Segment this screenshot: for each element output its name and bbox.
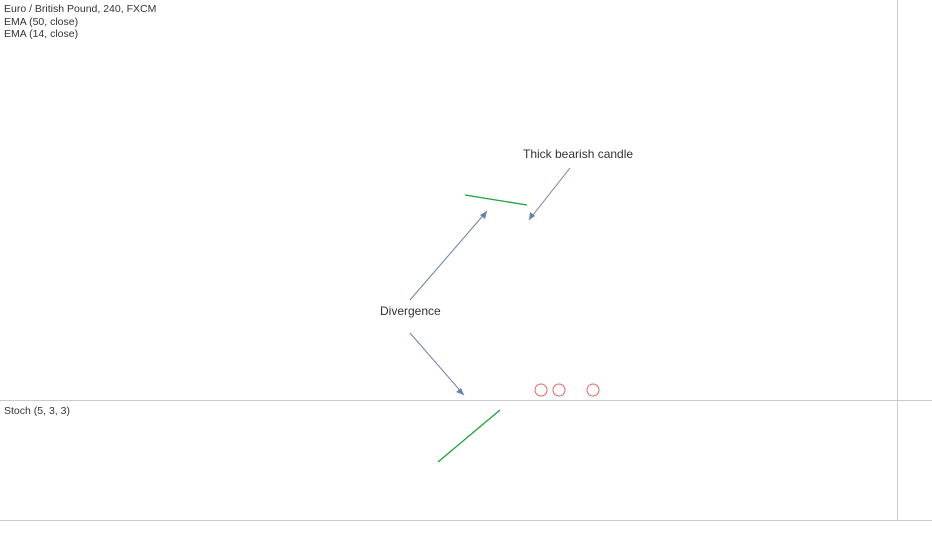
legend-entry: EMA (50, close) xyxy=(4,16,78,28)
symbol-title: Euro / British Pound, 240, FXCM xyxy=(4,3,156,15)
arrow xyxy=(409,210,488,301)
annotation: Thick bearish candle xyxy=(523,147,633,161)
annotation: Divergence xyxy=(380,304,441,318)
trend-line xyxy=(437,409,501,463)
drawings xyxy=(409,167,600,463)
event-icon[interactable] xyxy=(552,383,566,397)
arrow xyxy=(409,332,465,396)
event-icon[interactable] xyxy=(534,383,548,397)
arrow-head xyxy=(480,211,487,219)
event-icon[interactable] xyxy=(586,383,600,397)
trend-line xyxy=(464,194,528,206)
stoch-title: Stoch (5, 3, 3) xyxy=(4,405,70,417)
arrow-head xyxy=(529,212,535,220)
arrow-head xyxy=(456,388,464,395)
legend-entry: EMA (14, close) xyxy=(4,28,78,40)
arrow xyxy=(528,167,571,221)
